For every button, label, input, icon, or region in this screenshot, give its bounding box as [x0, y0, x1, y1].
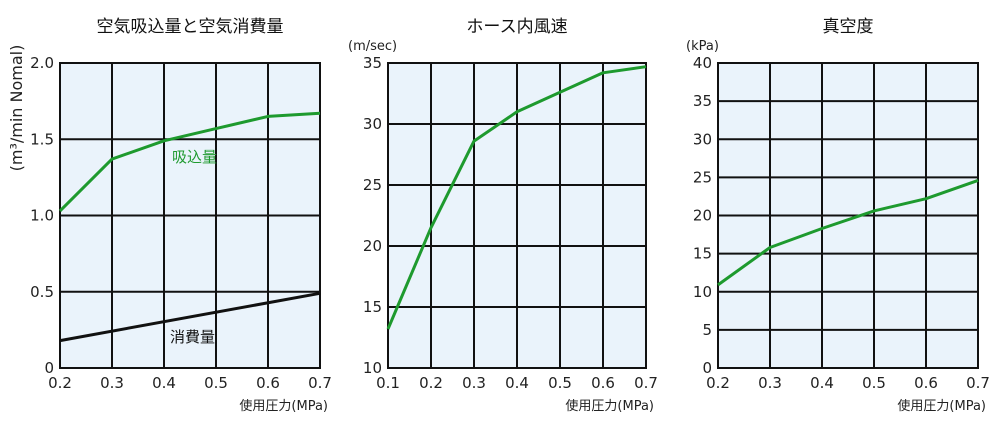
- series-line: [386, 65, 647, 330]
- x-tick-label: 0.4: [152, 374, 176, 392]
- x-tick-label: 0.4: [505, 374, 529, 392]
- x-tick-label: 0.3: [462, 374, 486, 392]
- x-axis-label: 使用圧力(MPa): [239, 398, 328, 414]
- y-tick-label: 15: [693, 245, 712, 263]
- series-line: [59, 291, 321, 343]
- y-tick-label: 30: [693, 130, 712, 148]
- y-tick-label: 1.5: [30, 130, 54, 148]
- y-tick-label: 2.0: [30, 54, 54, 72]
- x-tick-label: 0.6: [591, 374, 615, 392]
- x-tick-label: 0.6: [914, 374, 938, 392]
- y-axis-unit: (m/sec): [348, 39, 397, 54]
- x-axis-label: 使用圧力(MPa): [897, 398, 986, 414]
- x-tick-label: 0.2: [48, 374, 72, 392]
- x-tick-label: 0.6: [256, 374, 280, 392]
- series-label: 吸込量: [172, 148, 217, 166]
- series-line: [717, 178, 979, 287]
- y-tick-label: 1.0: [30, 207, 54, 225]
- x-tick-label: 0.4: [810, 374, 834, 392]
- x-tick-label: 0.7: [966, 374, 990, 392]
- y-tick-label: 20: [363, 237, 382, 255]
- y-tick-label: 35: [363, 54, 382, 72]
- y-tick-label: 0: [44, 359, 54, 377]
- y-tick-label: 15: [363, 298, 382, 316]
- x-tick-label: 0.5: [862, 374, 886, 392]
- chart-title: ホース内風速: [466, 17, 567, 37]
- plot-frame: [59, 62, 321, 369]
- series-line: [58, 111, 321, 212]
- x-tick-label: 0.5: [548, 374, 572, 392]
- x-tick-label: 0.7: [308, 374, 332, 392]
- y-tick-label: 35: [693, 92, 712, 110]
- x-tick-label: 0.7: [634, 374, 658, 392]
- x-tick-label: 0.5: [204, 374, 228, 392]
- y-axis-unit: (kPa): [686, 39, 719, 54]
- chart-hose-wind-speed: 0.1 0.2 0.3 0.4 0.5 0.6 0.7 10 15 20 25 30 35 ホース内風速使…: [348, 17, 658, 414]
- chart-title: 真空度: [823, 17, 874, 37]
- y-tick-label: 0: [702, 359, 712, 377]
- x-tick-label: 0.3: [100, 374, 124, 392]
- y-tick-label: 40: [693, 54, 712, 72]
- x-tick-label: 0.2: [706, 374, 730, 392]
- y-tick-label: 30: [363, 115, 382, 133]
- plot-frame: [717, 62, 979, 369]
- chart-title: 空気吸込量と空気消費量: [97, 17, 284, 37]
- y-tick-label: 25: [693, 168, 712, 186]
- y-tick-label: 20: [693, 207, 712, 225]
- x-tick-label: 0.1: [376, 374, 400, 392]
- y-axis-label: (m³/min Nomal): [7, 45, 26, 172]
- plot-frame: [387, 62, 647, 369]
- y-tick-label: 10: [693, 283, 712, 301]
- y-tick-label: 5: [702, 321, 712, 339]
- x-tick-label: 0.3: [758, 374, 782, 392]
- series-label: 消費量: [170, 328, 215, 346]
- x-tick-label: 0.2: [419, 374, 443, 392]
- y-tick-label: 25: [363, 176, 382, 194]
- y-tick-label: 0.5: [30, 283, 54, 301]
- x-axis-label: 使用圧力(MPa): [565, 398, 654, 414]
- chart-vacuum: 0.2 0.3 0.4 0.5 0.6 0.7 0 5 10 15 20 25 30 35 40 真空度使用圧…: [686, 17, 990, 414]
- y-tick-label: 10: [363, 359, 382, 377]
